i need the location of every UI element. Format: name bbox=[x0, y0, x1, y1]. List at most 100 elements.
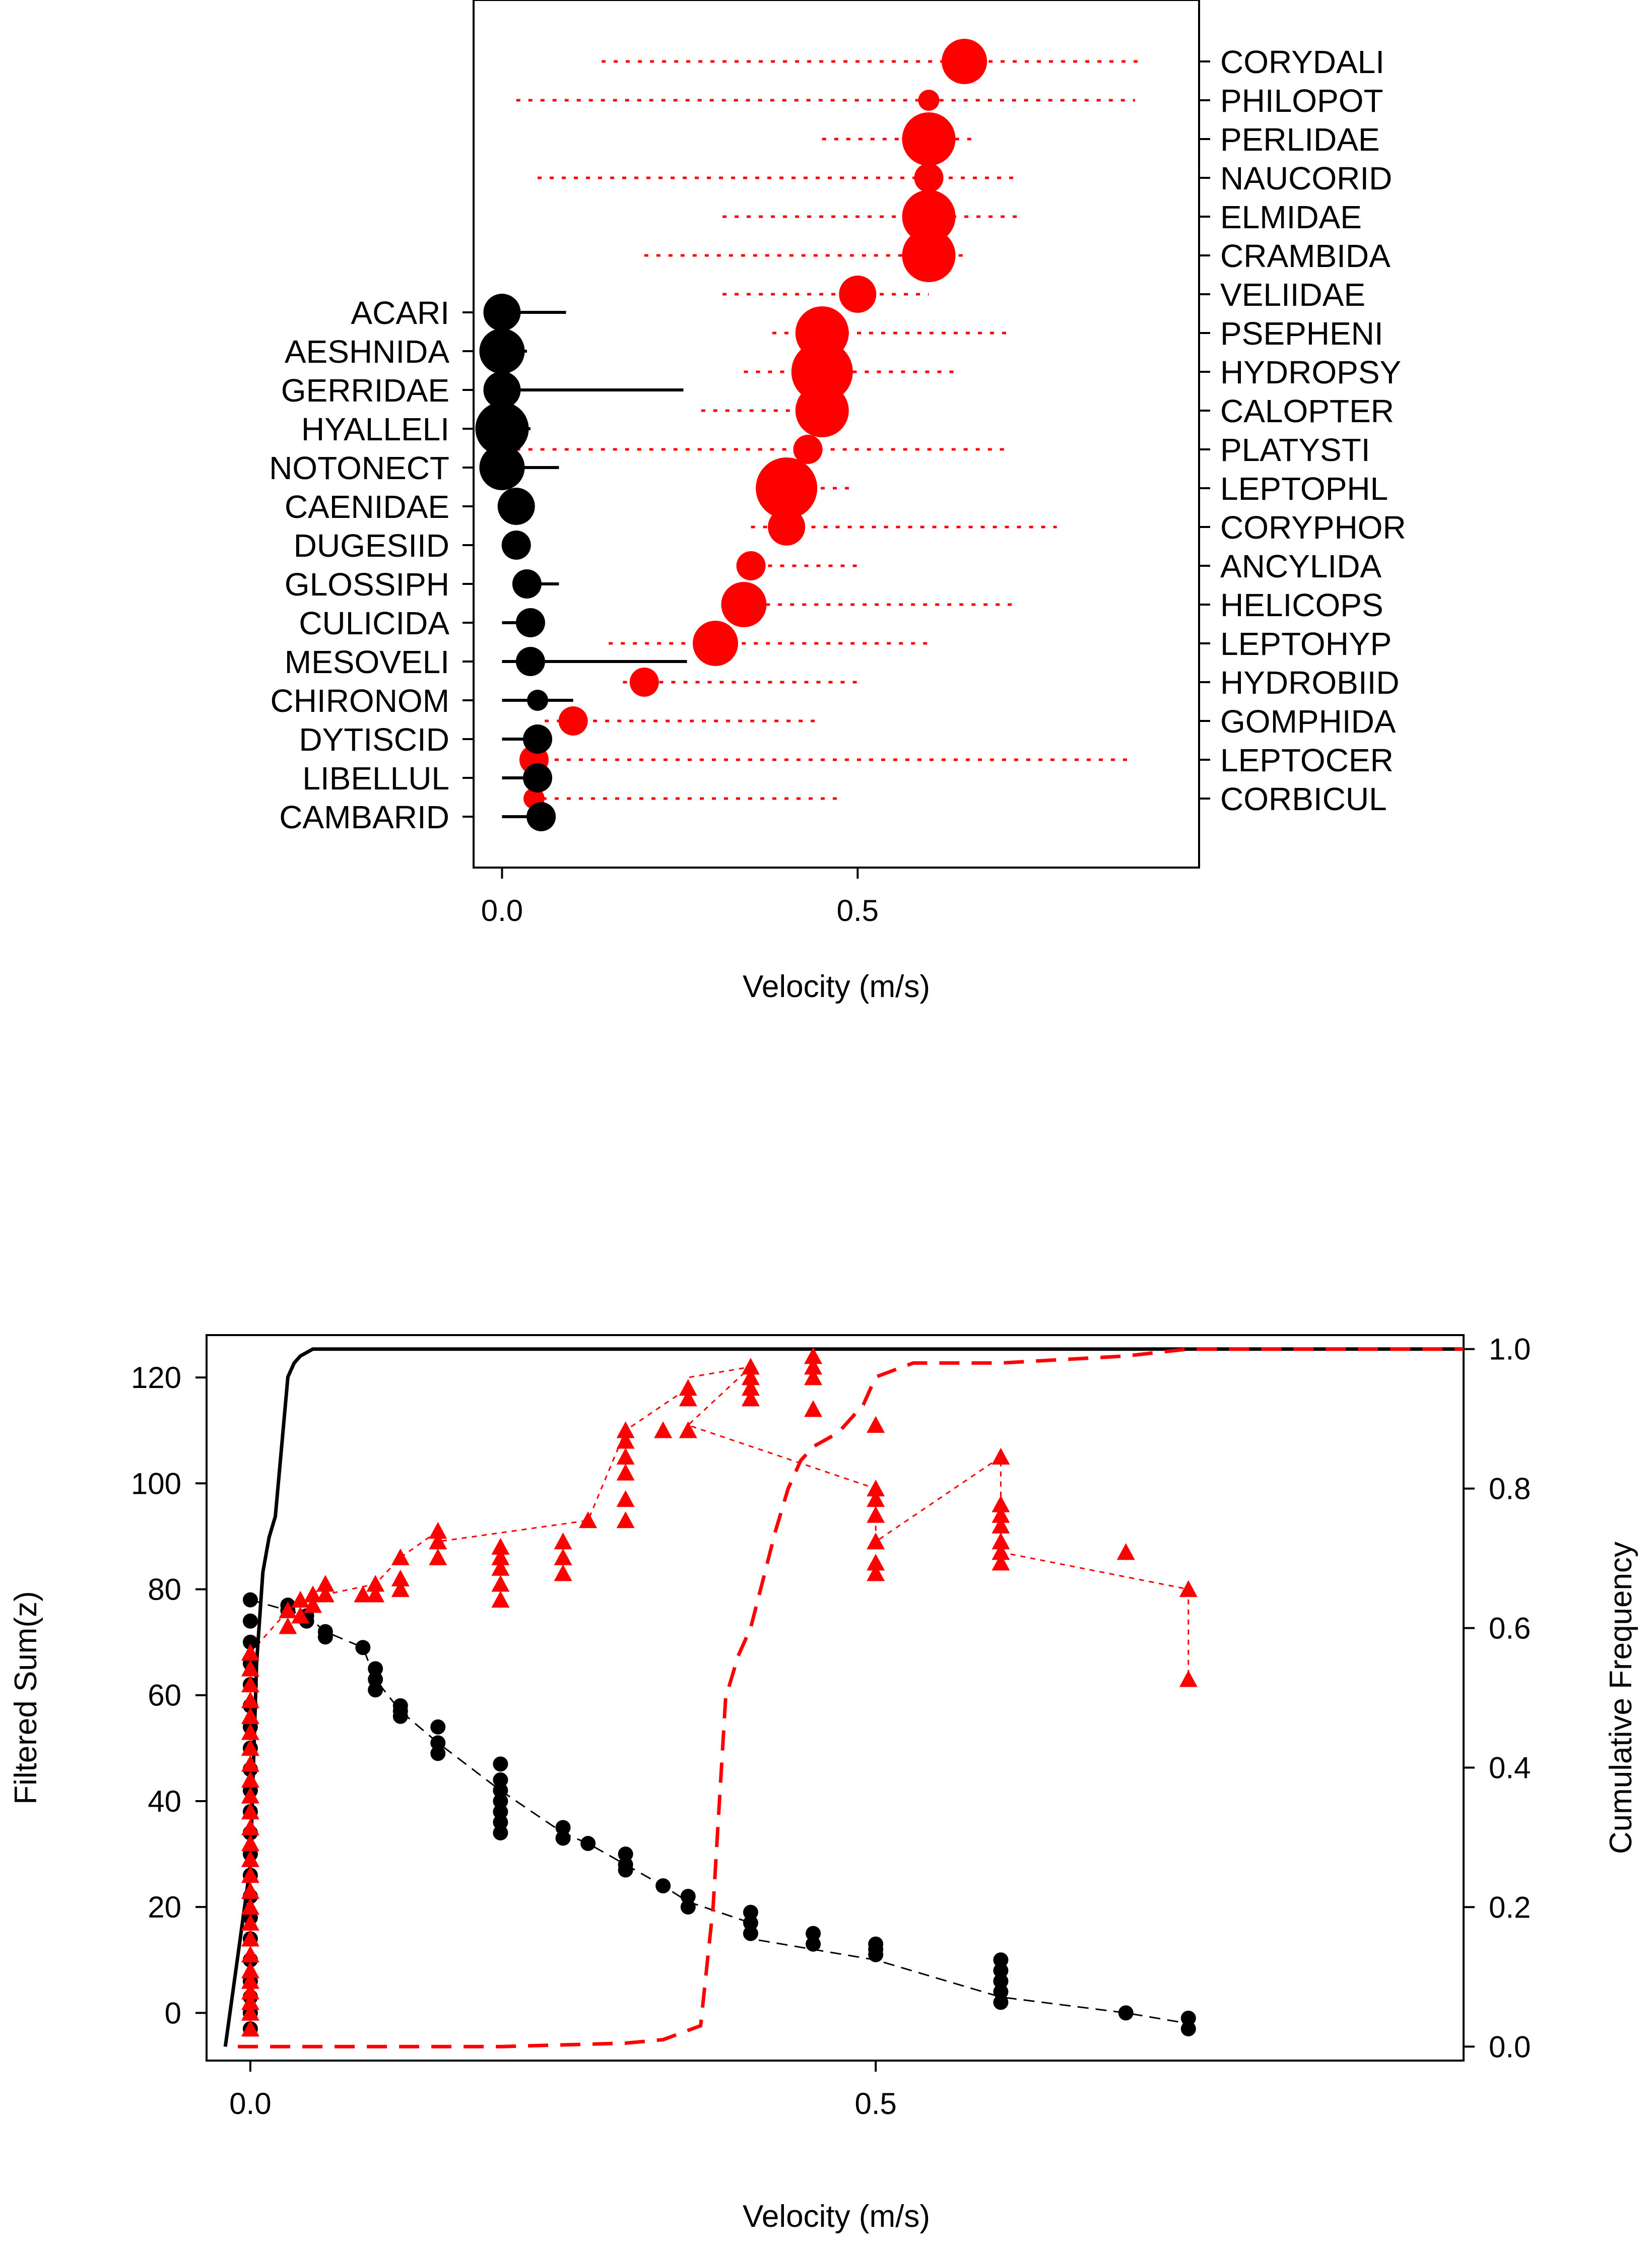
positive-point-0-16 bbox=[241, 1787, 259, 1804]
taxon-label-mesoveli: MESOVELI bbox=[285, 644, 449, 680]
bottom-x-tick-label-1: 0.5 bbox=[854, 2087, 896, 2121]
negative-point-8-0 bbox=[493, 1825, 508, 1841]
negative-point-8-2 bbox=[493, 1804, 508, 1819]
taxon-label-caenidae: CAENIDAE bbox=[285, 489, 449, 525]
negative-point-19-1 bbox=[1180, 2010, 1196, 2026]
positive-point-0-24 bbox=[241, 1660, 259, 1677]
dot-gerridae bbox=[483, 371, 521, 409]
positive-sum-connector bbox=[249, 1365, 1190, 1680]
taxon-label-dugesiid: DUGESIID bbox=[294, 527, 449, 564]
taxon-label-coryphor: CORYPHOR bbox=[1220, 509, 1406, 546]
positive-point-7-2 bbox=[391, 1548, 410, 1565]
positive-point-0-18 bbox=[241, 1755, 259, 1772]
positive-point-16-0 bbox=[804, 1400, 823, 1417]
negative-point-9-0 bbox=[555, 1830, 571, 1846]
taxon-label-platysti: PLATYSTI bbox=[1220, 432, 1370, 468]
taxon-label-culicida: CULICIDA bbox=[299, 605, 449, 641]
positive-point-0-4 bbox=[241, 1972, 259, 1989]
bottom-y-tick-label-2: 40 bbox=[148, 1784, 181, 1818]
negative-point-17-4 bbox=[993, 1952, 1009, 1968]
positive-point-0-25 bbox=[241, 1643, 259, 1661]
bottom-chart-y2-ticks: 0.0 0.2 0.4 0.6 0.8 1.0 bbox=[1464, 1333, 1531, 2064]
positive-point-16-3 bbox=[804, 1347, 823, 1364]
bottom-y2-tick-label-5: 1.0 bbox=[1489, 1333, 1531, 1366]
bottom-x-tick-label-0: 0.0 bbox=[229, 2087, 271, 2121]
positive-point-0-2 bbox=[241, 1993, 259, 2010]
dot-ancylida bbox=[736, 551, 766, 580]
taxon-label-leptocer: LEPTOCER bbox=[1220, 742, 1394, 778]
negative-point-14-2 bbox=[743, 1904, 758, 1920]
dot-caenidae bbox=[497, 488, 535, 525]
bottom-y2-tick-label-1: 0.2 bbox=[1489, 1890, 1531, 1924]
taxon-label-philopot: PHILOPOT bbox=[1220, 83, 1383, 119]
positive-point-16-1 bbox=[804, 1368, 823, 1385]
positive-point-12-2 bbox=[616, 1464, 635, 1481]
bottom-y-tick-label-0: 0 bbox=[165, 1996, 181, 2030]
bottom-chart-x-axis-title: Velocity (m/s) bbox=[743, 2199, 930, 2234]
positive-point-0-14 bbox=[241, 1818, 259, 1835]
positive-point-1-1 bbox=[279, 1601, 297, 1618]
dot-elmidae bbox=[902, 190, 956, 243]
positive-point-9-3 bbox=[491, 1548, 510, 1565]
negative-point-11-2 bbox=[618, 1846, 633, 1862]
dot-veliidae bbox=[839, 276, 877, 313]
negative-point-18-0 bbox=[1118, 2005, 1134, 2021]
positive-point-0-23 bbox=[241, 1675, 259, 1693]
dot-leptohyp bbox=[693, 621, 738, 666]
positive-point-1-0 bbox=[279, 1617, 297, 1634]
taxon-label-notonect: NOTONECT bbox=[269, 450, 449, 486]
taxon-label-leptophl: LEPTOPHL bbox=[1220, 471, 1388, 507]
positive-point-3-1 bbox=[304, 1585, 322, 1603]
negative-point-3-1 bbox=[317, 1624, 333, 1639]
bottom-chart-points bbox=[241, 1347, 1198, 2037]
positive-point-17-0 bbox=[867, 1564, 885, 1581]
positive-point-0-15 bbox=[241, 1802, 259, 1820]
positive-point-12-5 bbox=[616, 1421, 635, 1438]
dot-helicops bbox=[721, 582, 767, 627]
negative-point-7-1 bbox=[430, 1735, 446, 1751]
positive-point-3-0 bbox=[304, 1596, 322, 1613]
positive-point-4-0 bbox=[316, 1585, 335, 1603]
negative-point-17-2 bbox=[993, 1973, 1009, 1989]
positive-point-16-2 bbox=[804, 1358, 823, 1375]
dot-coryphor bbox=[768, 508, 806, 546]
bottom-y-tick-label-3: 60 bbox=[148, 1679, 181, 1712]
positive-point-0-5 bbox=[241, 1961, 259, 1978]
dot-notonect bbox=[479, 445, 525, 490]
negative-point-17-1 bbox=[993, 1984, 1009, 2000]
positive-point-0-1 bbox=[241, 2004, 259, 2021]
bottom-y-tick-label-4: 80 bbox=[148, 1573, 181, 1607]
dot-naucorid bbox=[914, 163, 944, 192]
dot-acari bbox=[483, 294, 521, 331]
positive-point-0-19 bbox=[241, 1739, 259, 1756]
positive-point-0-13 bbox=[241, 1834, 259, 1852]
negative-point-0-19 bbox=[242, 1634, 258, 1650]
negative-point-10-0 bbox=[580, 1836, 596, 1852]
negative-point-8-5 bbox=[493, 1772, 508, 1788]
taxon-label-gomphida: GOMPHIDA bbox=[1220, 703, 1396, 740]
positive-point-15-0 bbox=[741, 1390, 760, 1407]
positive-point-0-8 bbox=[241, 1913, 259, 1931]
bottom-y-tick-label-5: 100 bbox=[131, 1467, 181, 1500]
top-chart-left-labels: ACARIAESHNIDAGERRIDAEHYALLELINOTONECTCAE… bbox=[269, 295, 474, 835]
top-chart: ACARIAESHNIDAGERRIDAEHYALLELINOTONECTCAE… bbox=[269, 0, 1406, 1004]
positive-point-2-1 bbox=[291, 1591, 310, 1608]
positive-point-17-6 bbox=[867, 1416, 885, 1433]
negative-point-12-0 bbox=[655, 1878, 671, 1894]
positive-point-7-1 bbox=[391, 1569, 410, 1586]
positive-point-12-3 bbox=[616, 1447, 635, 1465]
bottom-chart-y-ticks: 0 20 40 60 80 100 120 bbox=[131, 1361, 207, 2030]
taxon-label-calopter: CALOPTER bbox=[1220, 393, 1394, 429]
negative-point-17-3 bbox=[993, 1963, 1009, 1978]
negative-point-7-0 bbox=[430, 1746, 446, 1761]
dot-aeshnida bbox=[479, 328, 525, 374]
positive-point-8-2 bbox=[429, 1522, 447, 1539]
negative-point-9-1 bbox=[555, 1820, 571, 1835]
top-chart-x-ticks: 0.0 0.5 bbox=[481, 868, 879, 928]
taxon-label-gerridae: GERRIDAE bbox=[281, 372, 449, 409]
positive-point-0-11 bbox=[241, 1866, 259, 1883]
negative-point-13-0 bbox=[680, 1899, 696, 1915]
positive-cumulative-frequency-line bbox=[238, 1347, 1464, 2048]
positive-point-18-5 bbox=[992, 1495, 1010, 1512]
dot-libellul bbox=[523, 763, 553, 792]
